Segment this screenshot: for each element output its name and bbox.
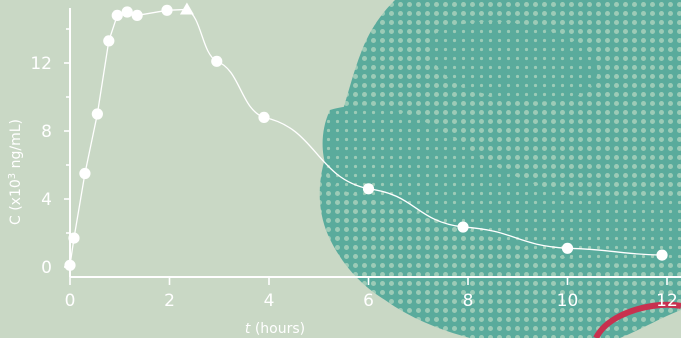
- axes: [69, 8, 681, 278]
- data-point: [457, 221, 469, 233]
- y-ticks: 0 4 8 12: [30, 28, 70, 278]
- halftone-face-feature: [430, 21, 598, 102]
- y-axis-title-rest: ng/mL): [8, 119, 24, 173]
- data-point: [79, 167, 91, 180]
- x-axis-title-rest: (hours): [250, 321, 305, 337]
- x-tick-label: 4: [264, 291, 275, 311]
- x-tick-label: 0: [65, 291, 76, 311]
- y-tick-label: 4: [41, 190, 52, 210]
- series-line-absorption: [69, 8, 187, 266]
- data-point: [68, 232, 80, 244]
- data-point: [111, 9, 123, 21]
- data-point: [561, 242, 574, 254]
- data-point: [91, 108, 103, 120]
- x-tick-label: 12: [656, 291, 678, 311]
- data-point: [362, 183, 375, 195]
- data-point: [161, 4, 173, 16]
- y-axis-title-main: C (x10: [8, 179, 24, 225]
- series-points: [64, 2, 668, 271]
- data-point: [64, 259, 76, 271]
- x-tick-label: 8: [463, 291, 474, 311]
- halftone-portrait-background: [319, 0, 681, 338]
- x-axis-title: t (hours): [245, 321, 305, 337]
- accent-ring: [593, 301, 681, 338]
- data-point: [258, 111, 270, 123]
- y-axis-title-superscript: 3: [7, 173, 18, 179]
- data-point-triangle: [179, 2, 194, 15]
- y-tick-label: 12: [30, 54, 52, 74]
- y-tick-label: 8: [41, 122, 52, 142]
- data-point: [656, 249, 668, 261]
- y-axis-title: C (x103 ng/mL): [7, 119, 25, 225]
- data-point: [131, 9, 143, 21]
- halftone-shadow-band: [322, 105, 681, 264]
- x-axis-title-variable: t: [245, 321, 251, 337]
- x-ticks: 0 2 4 6 8 10 12: [65, 277, 678, 311]
- y-tick-label: 0: [41, 258, 52, 278]
- data-point: [121, 6, 133, 18]
- data-point: [103, 35, 115, 47]
- x-tick-label: 6: [363, 291, 374, 311]
- data-point: [211, 55, 223, 67]
- x-tick-label: 2: [164, 291, 175, 311]
- x-tick-label: 10: [557, 291, 579, 311]
